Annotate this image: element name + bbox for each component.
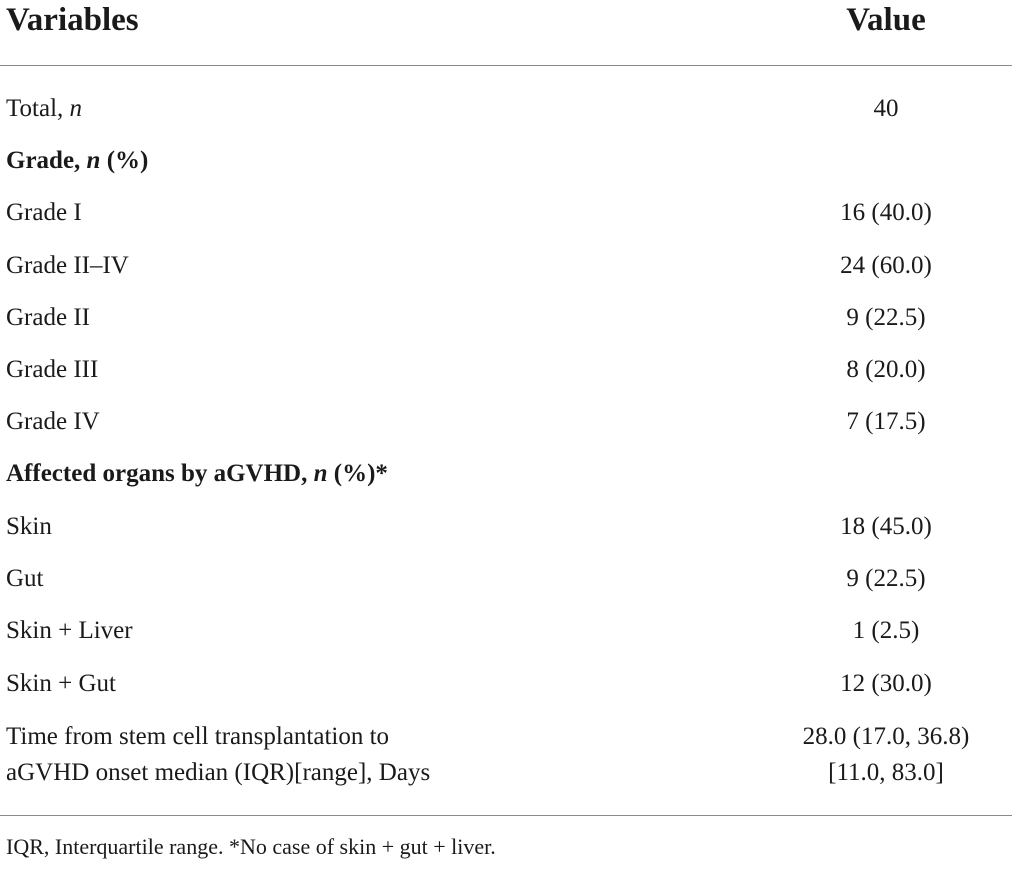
label-tail: (%) [100, 147, 149, 174]
row-value-line1: 28.0 (17.0, 36.8) [802, 723, 970, 750]
label-text: Grade, [6, 147, 87, 174]
row-label: Skin + Gut [6, 670, 116, 697]
label-tail: (%)* [327, 460, 388, 487]
row-value: 16 (40.0) [840, 199, 932, 226]
row-value: 18 (45.0) [840, 513, 932, 540]
header-variables: Variables [6, 2, 139, 38]
row-value-line2: [11.0, 83.0] [828, 759, 944, 786]
row-label: Grade II–IV [6, 252, 129, 279]
label-italic: n [313, 460, 328, 487]
row-value: 9 (22.5) [846, 565, 926, 592]
row-label: Gut [6, 565, 44, 592]
table-header: Variables Value [0, 0, 1017, 66]
row-label: Grade II [6, 304, 90, 331]
row-label: Grade IV [6, 408, 100, 435]
table-footnote: IQR, Interquartile range. *No case of sk… [6, 834, 496, 859]
row-label: Skin [6, 513, 52, 540]
section-heading: Grade, n (%) [6, 145, 148, 176]
row-label: Grade III [6, 356, 99, 383]
bottom-rule [0, 815, 1012, 816]
row-value: 8 (20.0) [846, 356, 926, 383]
row-value: 9 (22.5) [846, 304, 926, 331]
row-label-line2: aGVHD onset median (IQR)[range], Days [6, 759, 431, 786]
label-italic: n [86, 147, 101, 174]
row-value: 7 (17.5) [846, 408, 926, 435]
label-italic: n [69, 95, 83, 122]
section-heading: Affected organs by aGVHD, n (%)* [6, 458, 388, 489]
row-label: Grade I [6, 199, 82, 226]
row-value: 1 (2.5) [852, 617, 920, 644]
label-text: Affected organs by aGVHD, [6, 460, 314, 487]
row-label: Skin + Liver [6, 617, 133, 644]
header-value: Value [846, 2, 926, 38]
header-rule [0, 65, 1012, 66]
row-value: 24 (60.0) [840, 252, 932, 279]
row-label: Total, n [6, 93, 82, 124]
label-text: Total, [6, 95, 70, 122]
row-value: 12 (30.0) [840, 670, 932, 697]
row-label-line1: Time from stem cell transplantation to [6, 723, 390, 750]
row-value: 40 [873, 95, 899, 122]
